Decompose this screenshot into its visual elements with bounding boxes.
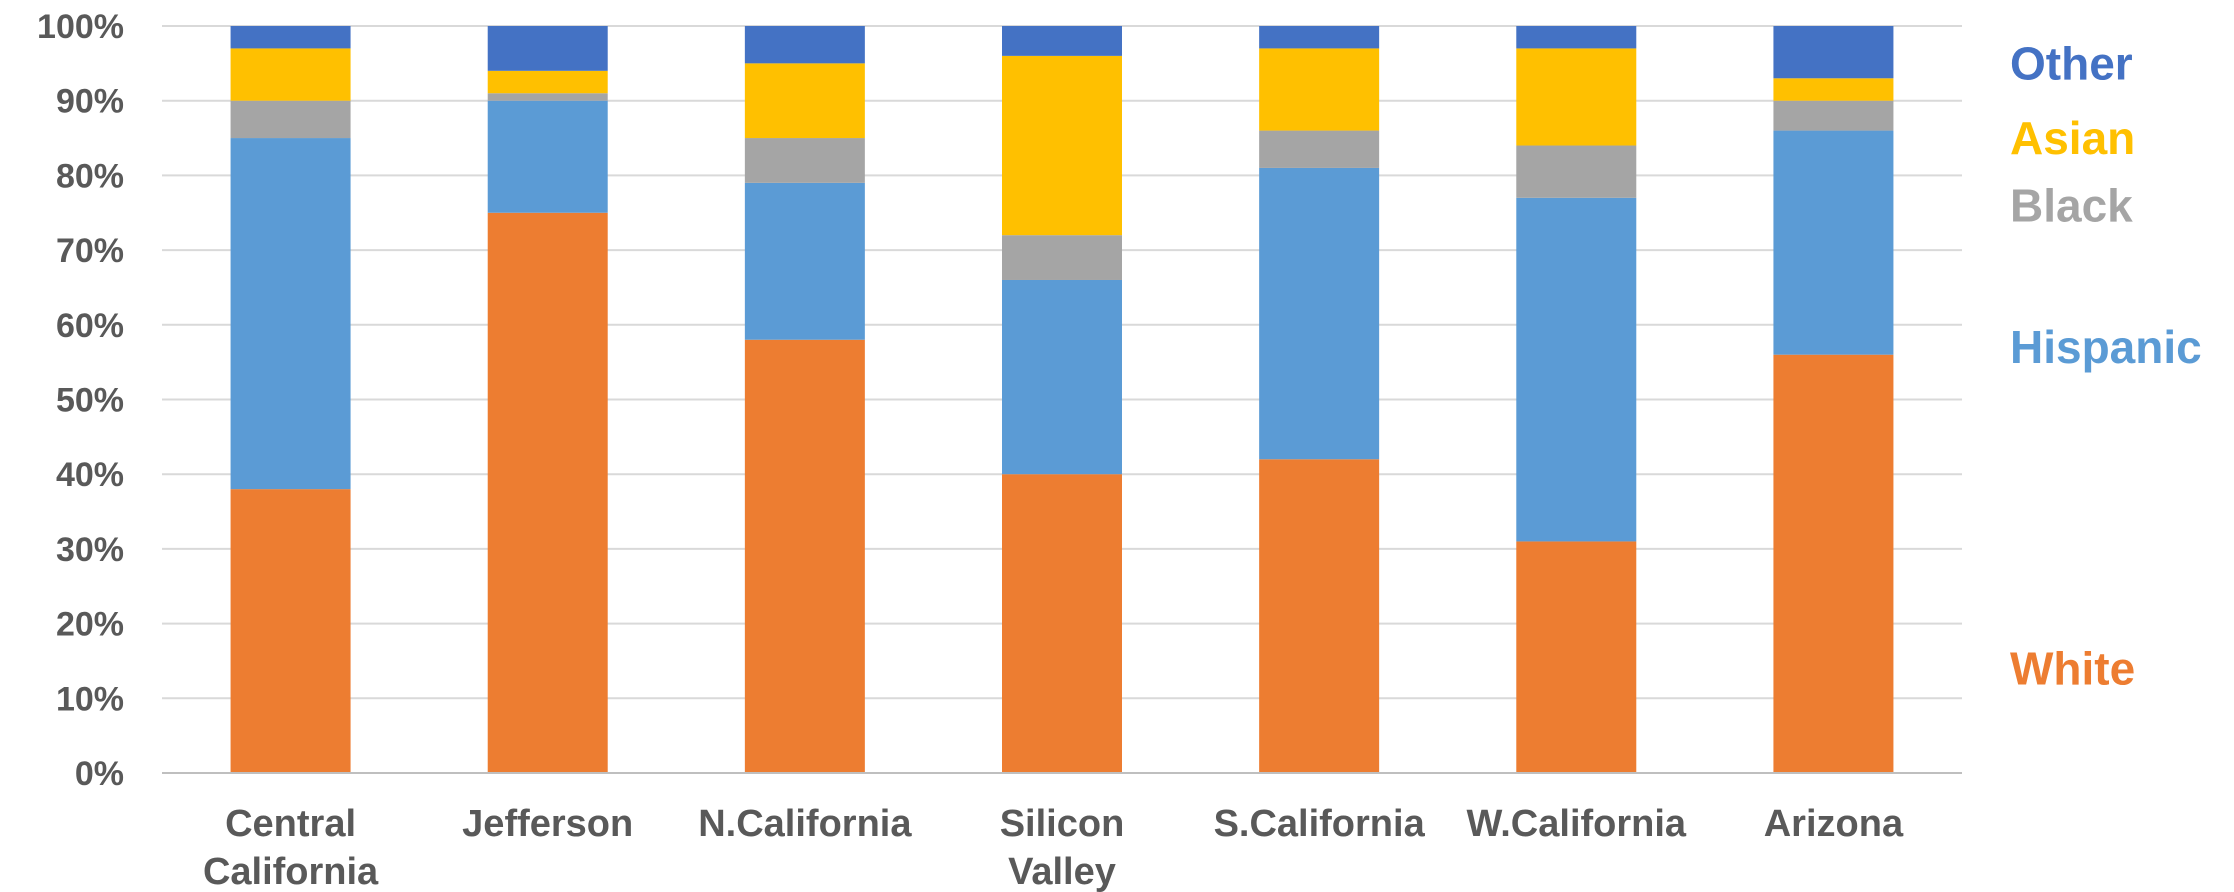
bar-segment-white xyxy=(230,489,351,773)
bar-segment-white xyxy=(1773,354,1894,773)
y-tick-label: 60% xyxy=(56,307,124,345)
y-axis-ticks: 0% 10% 20% 30% 40% 50% 60% 70% 80% 90% 100% xyxy=(37,8,124,793)
bars xyxy=(230,26,1894,773)
bar-segment-white xyxy=(744,339,865,773)
y-tick-label: 30% xyxy=(56,531,124,569)
x-tick-label: N.California xyxy=(698,803,912,845)
bar-segment-asian xyxy=(1259,48,1380,131)
x-tick-label: Arizona xyxy=(1764,803,1904,845)
bar-segment-black xyxy=(1773,100,1894,131)
bar-segment-hispanic xyxy=(1516,197,1637,542)
bar-segment-black xyxy=(1259,130,1380,168)
bar-segment-other xyxy=(744,26,865,64)
y-tick-label: 70% xyxy=(56,232,124,270)
legend-label-asian: Asian xyxy=(2010,112,2135,164)
x-tick-label: Jefferson xyxy=(462,803,633,845)
y-tick-label: 20% xyxy=(56,606,124,644)
bar-segment-black xyxy=(1516,145,1637,198)
bar-segment-hispanic xyxy=(1259,167,1380,460)
bar-segment-other xyxy=(1002,26,1122,56)
x-tick-label: S.California xyxy=(1214,803,1426,845)
x-tick-label: Central California xyxy=(203,803,379,892)
bar-segment-asian xyxy=(744,63,865,139)
legend-label-white: White xyxy=(2010,642,2135,694)
bar-segment-other xyxy=(1259,26,1380,49)
bar-segment-hispanic xyxy=(230,138,351,490)
bar-segment-white xyxy=(1259,459,1380,773)
legend-label-hispanic: Hispanic xyxy=(2010,321,2202,373)
x-tick-label: W.California xyxy=(1466,803,1686,845)
y-tick-label: 100% xyxy=(37,8,124,46)
y-tick-label: 80% xyxy=(56,157,124,195)
bar-segment-hispanic xyxy=(744,182,865,340)
x-tick-label: Silicon Valley xyxy=(1000,803,1125,892)
bar-segment-white xyxy=(487,212,608,773)
bar-segment-asian xyxy=(230,48,351,101)
bar-segment-black xyxy=(1002,235,1122,280)
legend-label-black: Black xyxy=(2010,179,2133,231)
bar-segment-other xyxy=(1516,26,1637,49)
y-tick-label: 0% xyxy=(75,755,124,793)
bar-segment-other xyxy=(230,26,351,49)
legend-label-other: Other xyxy=(2010,37,2133,89)
bar-segment-hispanic xyxy=(487,100,608,213)
bar-segment-other xyxy=(487,26,608,71)
y-tick-label: 10% xyxy=(56,680,124,718)
x-axis-labels: Central California Jefferson N.California Si… xyxy=(203,803,1904,892)
bar-segment-black xyxy=(487,93,608,101)
legend: Other Asian Black Hispanic White xyxy=(2010,37,2202,694)
bar-segment-asian xyxy=(487,70,608,94)
bar-segment-white xyxy=(1516,541,1637,773)
bar-segment-other xyxy=(1773,26,1894,79)
bar-segment-white xyxy=(1002,474,1122,773)
y-tick-label: 50% xyxy=(56,382,124,420)
y-tick-label: 90% xyxy=(56,83,124,121)
bar-segment-asian xyxy=(1773,78,1894,101)
bar-segment-asian xyxy=(1516,48,1637,146)
bar-segment-black xyxy=(230,100,351,139)
bar-segment-hispanic xyxy=(1773,130,1894,355)
bar-segment-black xyxy=(744,138,865,183)
bar-segment-hispanic xyxy=(1002,279,1122,475)
y-tick-label: 40% xyxy=(56,456,124,494)
bar-segment-asian xyxy=(1002,55,1122,236)
